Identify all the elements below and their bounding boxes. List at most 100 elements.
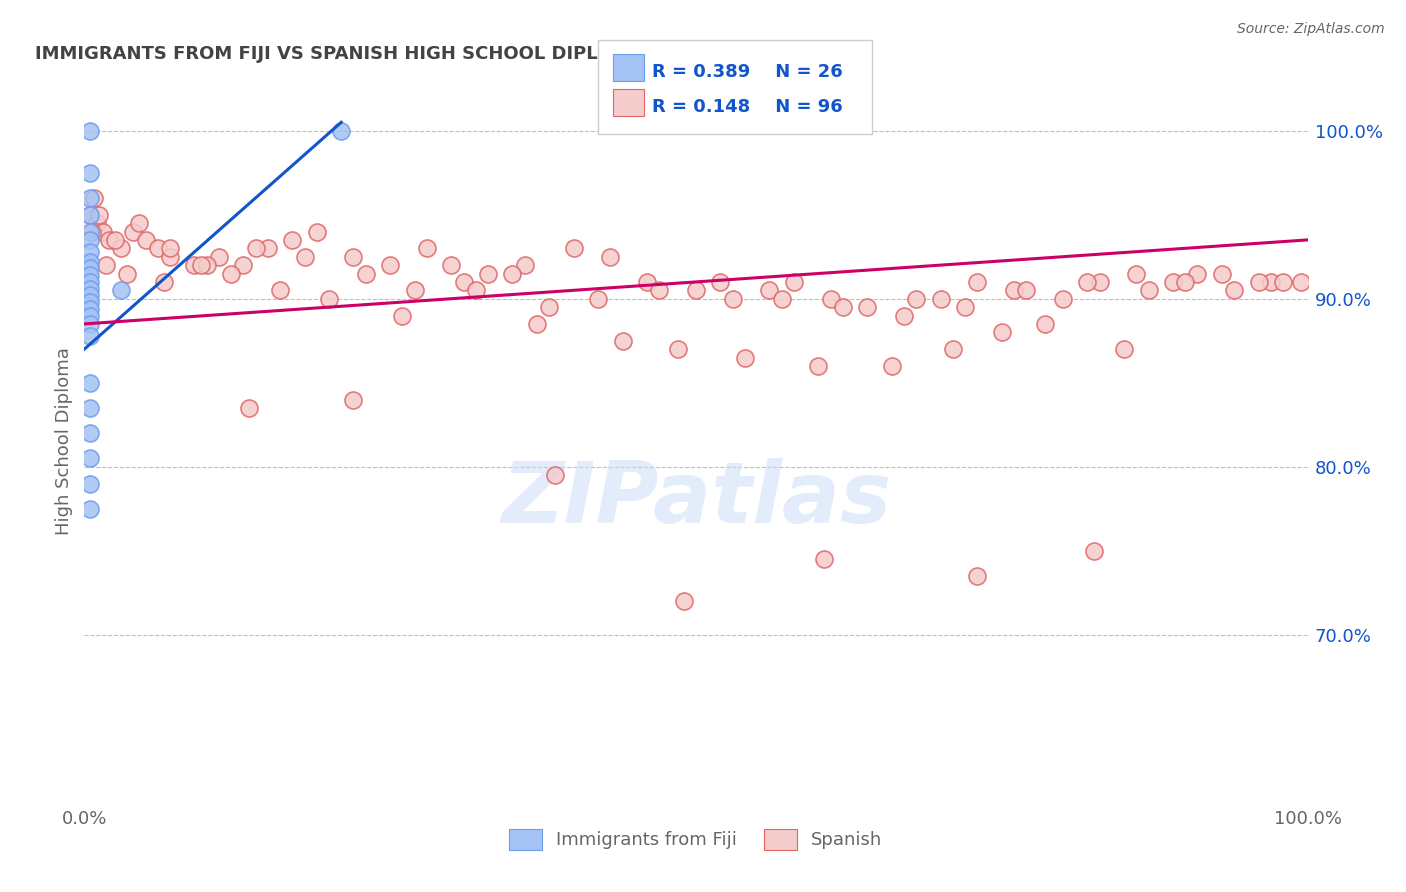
Point [929, 292, 952, 306]
Point [159, 241, 181, 255]
Point [1260, 275, 1282, 289]
Point [440, 258, 463, 272]
Point [1033, 317, 1056, 331]
Point [599, 250, 621, 264]
Point [636, 275, 658, 289]
Point [330, 124, 353, 138]
Point [219, 267, 242, 281]
Point [453, 275, 475, 289]
Point [648, 283, 671, 297]
Point [122, 225, 145, 239]
Point [502, 267, 524, 281]
Point [1291, 275, 1313, 289]
Point [79, 254, 101, 268]
Point [1137, 283, 1160, 297]
Point [79, 261, 101, 276]
Point [342, 392, 364, 407]
Point [281, 233, 304, 247]
Point [1247, 275, 1270, 289]
Point [966, 569, 988, 583]
Point [79, 124, 101, 138]
Text: R = 0.389    N = 26: R = 0.389 N = 26 [652, 63, 844, 81]
Point [856, 300, 879, 314]
Point [544, 468, 567, 483]
Point [783, 275, 806, 289]
Point [813, 552, 835, 566]
Point [86, 216, 108, 230]
Point [513, 258, 536, 272]
Point [820, 292, 842, 306]
Point [342, 250, 364, 264]
Point [79, 282, 101, 296]
Point [79, 501, 101, 516]
Point [1002, 283, 1025, 297]
Text: Source: ZipAtlas.com: Source: ZipAtlas.com [1237, 22, 1385, 37]
Point [1125, 267, 1147, 281]
Point [1083, 543, 1105, 558]
Point [91, 225, 114, 239]
Point [966, 275, 988, 289]
Point [79, 191, 101, 205]
Text: IMMIGRANTS FROM FIJI VS SPANISH HIGH SCHOOL DIPLOMA CORRELATION CHART: IMMIGRANTS FROM FIJI VS SPANISH HIGH SCH… [35, 45, 866, 63]
Point [318, 292, 340, 306]
Point [238, 401, 260, 415]
Point [685, 283, 707, 297]
Point [831, 300, 853, 314]
Point [1174, 275, 1197, 289]
Point [153, 275, 176, 289]
Point [190, 258, 212, 272]
Point [159, 250, 181, 264]
Point [672, 594, 695, 608]
Point [1052, 292, 1074, 306]
Point [79, 317, 101, 331]
Point [905, 292, 928, 306]
Point [1114, 342, 1136, 356]
Point [464, 283, 486, 297]
Point [1015, 283, 1038, 297]
Point [110, 283, 132, 297]
Y-axis label: High School Diploma: High School Diploma [55, 348, 73, 535]
Point [245, 241, 267, 255]
Point [79, 233, 101, 247]
Point [80, 225, 103, 239]
Point [79, 268, 101, 283]
Point [104, 233, 127, 247]
Point [79, 208, 101, 222]
Point [79, 208, 101, 222]
Point [526, 317, 548, 331]
Point [1211, 267, 1233, 281]
Point [79, 309, 101, 323]
Point [477, 267, 499, 281]
Point [721, 292, 744, 306]
Point [991, 326, 1014, 340]
Point [79, 244, 101, 259]
Point [79, 451, 101, 466]
Point [734, 351, 756, 365]
Point [709, 275, 731, 289]
Point [770, 292, 793, 306]
Point [79, 225, 101, 239]
Point [257, 241, 280, 255]
Point [880, 359, 903, 373]
Point [79, 426, 101, 441]
Point [354, 267, 377, 281]
Point [115, 267, 138, 281]
Point [294, 250, 316, 264]
Point [135, 233, 157, 247]
Point [893, 309, 915, 323]
Point [79, 301, 101, 316]
Text: R = 0.148    N = 96: R = 0.148 N = 96 [652, 98, 844, 116]
Point [758, 283, 780, 297]
Point [110, 241, 132, 255]
Point [87, 208, 110, 222]
Point [79, 401, 101, 415]
Point [79, 288, 101, 302]
Point [1161, 275, 1184, 289]
Point [666, 342, 689, 356]
Point [612, 334, 634, 348]
Point [1187, 267, 1209, 281]
Point [183, 258, 205, 272]
Point [380, 258, 402, 272]
Point [269, 283, 291, 297]
Point [195, 258, 218, 272]
